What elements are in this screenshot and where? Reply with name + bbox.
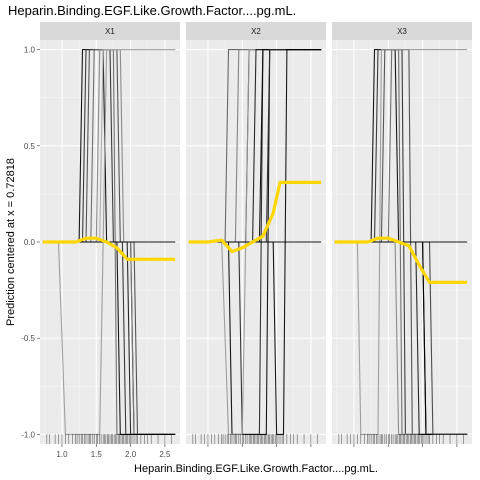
x-tick-label: 1.0	[56, 450, 68, 459]
pdp-curve	[334, 236, 468, 284]
y-tick-label: 1.0	[24, 46, 36, 55]
y-tick-label: 0.5	[24, 142, 36, 151]
ice-curve	[42, 49, 176, 435]
facet-strip-x1	[40, 22, 180, 40]
facet-strip-label: X3	[397, 27, 407, 36]
pdp-curve	[188, 180, 322, 254]
y-tick-label: 0.0	[24, 238, 36, 247]
x-tick-label: 2.0	[125, 450, 137, 459]
y-tick-label: -1.0	[21, 430, 35, 439]
x-tick-label: 2.5	[159, 450, 171, 459]
ice-curve	[42, 49, 176, 435]
facet-strip-label: X2	[251, 27, 261, 36]
x-tick-label: 1.5	[91, 450, 103, 459]
facet-strip-x3	[332, 22, 472, 40]
chart-title: Heparin.Binding.EGF.Like.Growth.Factor..…	[8, 3, 296, 18]
y-axis-title: Prediction centered at x = 0.72818	[5, 158, 17, 326]
ice-curve	[42, 49, 176, 435]
facet-strip-x2	[186, 22, 326, 40]
facet-strip-label: X1	[105, 27, 115, 36]
pdp-curve	[42, 236, 176, 261]
y-tick-label: -0.5	[21, 334, 35, 343]
x-axis-title: Heparin.Binding.EGF.Like.Growth.Factor..…	[134, 463, 378, 475]
